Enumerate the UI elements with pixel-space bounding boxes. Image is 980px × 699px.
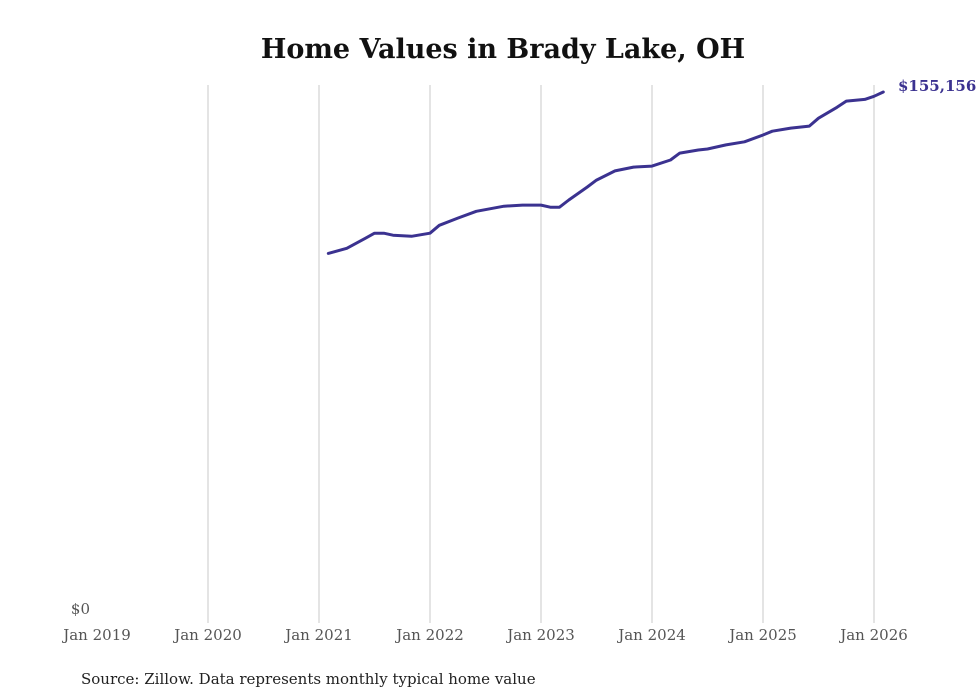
x-tick-label: Jan 2026: [838, 626, 908, 644]
x-tick-label: Jan 2023: [505, 626, 575, 644]
source-note: Source: Zillow. Data represents monthly …: [81, 670, 536, 688]
series-line: [326, 90, 885, 255]
end-value-label: $155,156: [898, 77, 976, 95]
x-tick-label: Jan 2024: [616, 626, 686, 644]
x-tick-label: Jan 2019: [61, 626, 131, 644]
x-tick-label: Jan 2022: [394, 626, 464, 644]
x-tick-label: Jan 2021: [283, 626, 353, 644]
gridlines: [207, 85, 875, 623]
chart-title: Home Values in Brady Lake, OH: [261, 34, 745, 65]
y-tick-label: $0: [71, 600, 90, 618]
x-tick-label: Jan 2020: [172, 626, 242, 644]
x-tick-label: Jan 2025: [727, 626, 797, 644]
x-axis-ticks: Jan 2019 Jan 2020 Jan 2021 Jan 2022 Jan 2023…: [61, 626, 908, 644]
